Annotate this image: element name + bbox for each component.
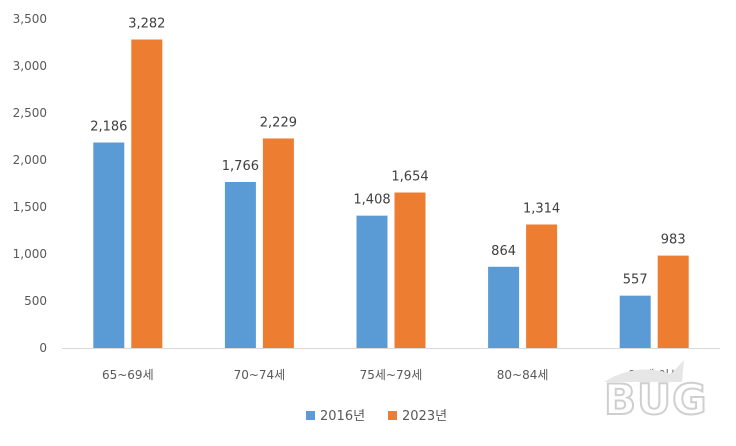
bug-watermark-logo: BUG	[603, 360, 708, 425]
data-label: 864	[491, 244, 516, 259]
data-label: 1,408	[353, 193, 390, 208]
legend-label: 2016년	[320, 409, 365, 424]
data-label: 1,314	[523, 201, 560, 216]
y-tick-label: 2,500	[13, 106, 47, 120]
y-tick-label: 1,500	[13, 200, 47, 214]
bar-series1	[488, 266, 520, 348]
y-tick-label: 0	[39, 341, 47, 355]
bar-series2	[526, 224, 558, 348]
bar-series1	[93, 142, 125, 348]
bar-series2	[262, 138, 294, 348]
y-tick-label: 500	[24, 294, 47, 308]
data-label: 557	[623, 273, 648, 288]
data-label: 2,186	[90, 120, 127, 135]
legend-swatch	[388, 411, 397, 420]
x-tick-label: 65~69세	[102, 368, 154, 382]
bar-series1	[619, 295, 651, 348]
y-tick-label: 3,500	[13, 12, 47, 26]
y-tick-label: 2,000	[13, 153, 47, 167]
bar-series2	[657, 255, 689, 348]
x-tick-label: 80~84세	[497, 368, 549, 382]
data-label: 1,766	[222, 159, 259, 174]
x-tick-label: 70~74세	[234, 368, 286, 382]
bar-series1	[356, 215, 388, 348]
data-label: 983	[661, 233, 686, 248]
legend-swatch	[306, 411, 315, 420]
svg-text:BUG: BUG	[604, 375, 708, 424]
data-label: 2,229	[260, 115, 297, 130]
legend: 2016년 2023년	[306, 409, 447, 424]
bar-series2	[131, 39, 163, 348]
y-tick-label: 1,000	[13, 247, 47, 261]
bar-series1	[224, 181, 256, 348]
data-label: 1,654	[391, 170, 428, 185]
y-axis: 0 500 1,000 1,500 2,000 2,500 3,000 3,500	[13, 12, 47, 355]
bar-series2	[394, 192, 426, 348]
legend-label: 2023년	[402, 409, 447, 424]
x-tick-label: 75세~79세	[360, 368, 423, 382]
data-label: 3,282	[128, 16, 165, 31]
y-tick-label: 3,000	[13, 59, 47, 73]
